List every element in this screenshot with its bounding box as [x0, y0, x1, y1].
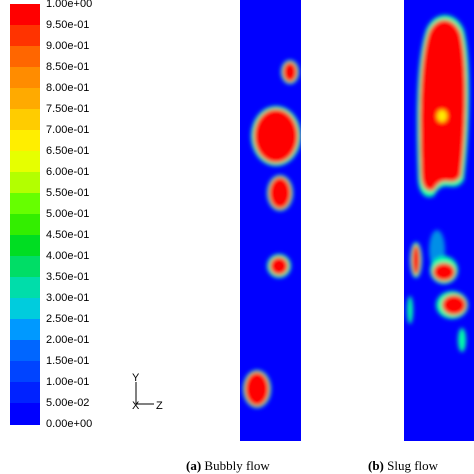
- colorbar-swatch: [10, 235, 40, 257]
- fragment-4: [407, 296, 413, 324]
- colorbar-swatch: [10, 403, 40, 425]
- inner-wisp: [437, 110, 447, 122]
- caption-a-text: Bubbly flow: [201, 458, 270, 473]
- colorbar-tick-label: 0.00e+00: [46, 418, 93, 430]
- colorbar-swatch: [10, 130, 40, 152]
- colorbar-tick-label: 3.50e-01: [46, 271, 90, 283]
- colorbar-swatch: [10, 256, 40, 278]
- colorbar-swatch: [10, 172, 40, 194]
- colorbar: [10, 4, 40, 425]
- colorbar-tick-label: 6.50e-01: [46, 145, 90, 157]
- colorbar-swatch: [10, 151, 40, 173]
- colorbar-tick-label: 3.00e-01: [46, 292, 90, 304]
- caption-a-tag: (a): [186, 458, 202, 473]
- colorbar-tick-label: 5.50e-01: [46, 187, 90, 199]
- colorbar-tick-label: 5.00e-02: [46, 397, 90, 409]
- colorbar-tick-label: 2.00e-01: [46, 334, 90, 346]
- colorbar-swatch: [10, 277, 40, 299]
- colorbar-tick-label: 9.00e-01: [46, 40, 90, 52]
- colorbar-swatch: [10, 4, 40, 26]
- colorbar-swatch: [10, 193, 40, 215]
- colorbar-swatch: [10, 214, 40, 236]
- caption-b-text: Slug flow: [383, 458, 439, 473]
- colorbar-tick-label: 1.00e-01: [46, 376, 90, 388]
- coordinate-axes-icon: Y X Z: [132, 372, 163, 412]
- colorbar-tick-label: 4.00e-01: [46, 250, 90, 262]
- axis-z-label: Z: [156, 400, 163, 412]
- caption-b-tag: (b): [368, 458, 384, 473]
- colorbar-tick-label: 8.50e-01: [46, 61, 90, 73]
- colorbar-tick-label: 2.50e-01: [46, 313, 90, 325]
- colorbar-swatch: [10, 88, 40, 110]
- colorbar-swatch: [10, 67, 40, 89]
- colorbar-tick-label: 9.50e-01: [46, 19, 90, 31]
- caption-bubbly-flow: (a) Bubbly flow: [186, 458, 270, 474]
- colorbar-tick-label: 6.00e-01: [46, 166, 90, 178]
- axis-y-label: Y: [132, 372, 140, 384]
- colorbar-tick-label: 8.00e-01: [46, 82, 90, 94]
- colorbar-tick-label: 7.50e-01: [46, 103, 90, 115]
- colorbar-swatch: [10, 46, 40, 68]
- colorbar-swatch: [10, 361, 40, 383]
- colorbar-swatch: [10, 109, 40, 131]
- colorbar-swatch: [10, 340, 40, 362]
- fragment-5: [458, 328, 466, 352]
- colorbar-tick-label: 1.50e-01: [46, 355, 90, 367]
- colorbar-tick-label: 7.00e-01: [46, 124, 90, 136]
- slug-flow-contour-panel: [404, 0, 474, 441]
- axis-x-label: X: [132, 400, 140, 412]
- colorbar-tick-label: 1.00e+00: [46, 0, 93, 10]
- colorbar-swatch: [10, 298, 40, 320]
- colorbar-swatch: [10, 25, 40, 47]
- colorbar-tick-label: 4.50e-01: [46, 229, 90, 241]
- bubble-group: [243, 60, 301, 408]
- slug-group: [407, 15, 470, 352]
- colorbar-swatch: [10, 319, 40, 341]
- caption-slug-flow: (b) Slug flow: [368, 458, 438, 474]
- colorbar-swatch: [10, 382, 40, 404]
- bubbly-flow-contour-panel: [240, 0, 301, 441]
- colorbar-tick-label: 5.00e-01: [46, 208, 90, 220]
